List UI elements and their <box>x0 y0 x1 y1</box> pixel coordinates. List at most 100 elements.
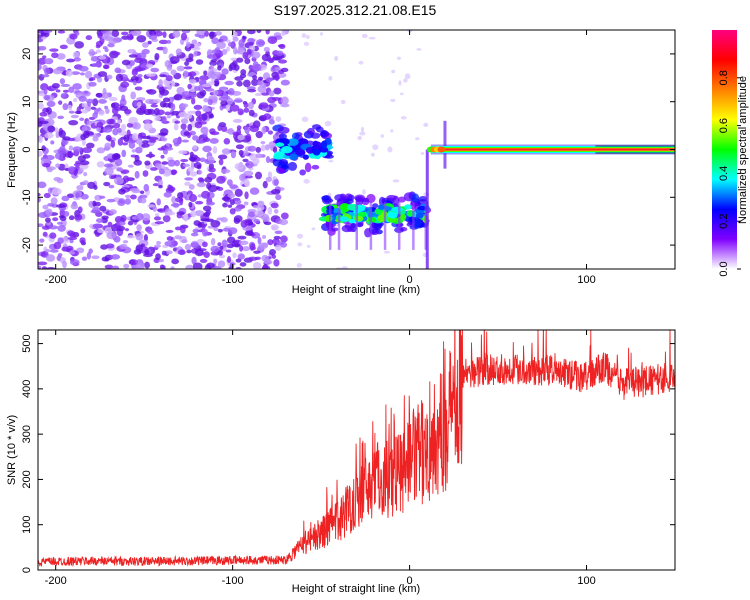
noise-blob <box>83 90 89 94</box>
noise-blob <box>270 188 281 195</box>
noise-blob <box>362 189 366 195</box>
noise-blob <box>123 134 130 142</box>
colorbar-tick-label: 0.2 <box>718 214 730 229</box>
noise-blob <box>73 57 81 62</box>
noise-blob <box>140 103 147 112</box>
noise-blob <box>247 30 256 35</box>
noise-blob <box>132 79 137 86</box>
noise-blob <box>143 122 153 131</box>
noise-blob <box>110 254 121 260</box>
noise-blob <box>154 216 162 221</box>
carrier-blob-1-core <box>275 142 285 147</box>
noise-blob <box>167 159 176 167</box>
colorbar-gradient-bar <box>712 30 737 269</box>
noise-blob <box>262 242 269 248</box>
noise-blob <box>217 242 222 247</box>
snr-frame <box>37 329 676 571</box>
noise-blob <box>232 131 240 136</box>
noise-blob <box>273 235 281 240</box>
noise-blob <box>181 103 189 108</box>
noise-blob <box>297 242 303 247</box>
noise-blob <box>160 137 168 142</box>
snr-x-tick-label: -200 <box>45 575 67 587</box>
noise-blob <box>255 153 263 159</box>
noise-blob <box>273 87 282 95</box>
noise-blob <box>250 243 256 251</box>
noise-blob <box>134 170 140 179</box>
noise-blob <box>254 209 264 217</box>
noise-blob <box>78 65 89 72</box>
noise-blob <box>280 212 289 220</box>
noise-blob <box>38 46 47 51</box>
noise-blob <box>38 197 41 203</box>
noise-blob <box>399 92 404 96</box>
noise-blob <box>72 83 82 90</box>
noise-blob <box>177 249 186 255</box>
noise-blob <box>68 145 73 151</box>
noise-blob <box>254 92 262 97</box>
noise-blob <box>340 99 346 105</box>
noise-blob <box>145 98 156 105</box>
noise-blob <box>144 160 151 166</box>
noise-blob <box>43 192 51 199</box>
snr-x-tick-label: 100 <box>577 575 595 587</box>
noise-blob <box>229 208 236 215</box>
noise-blob <box>221 196 231 201</box>
noise-blob <box>140 243 145 247</box>
noise-blob <box>44 248 51 253</box>
streak <box>355 202 358 250</box>
noise-blob <box>247 88 257 93</box>
spectrogram-y-tick-label: -10 <box>21 189 33 205</box>
noise-blob <box>100 30 106 34</box>
snr-y-tick-label: 0 <box>21 567 33 573</box>
noise-blob <box>128 54 138 58</box>
noise-blob <box>144 119 151 124</box>
noise-blob <box>392 179 400 183</box>
noise-blob <box>153 98 162 104</box>
noise-blob <box>172 30 181 38</box>
noise-blob <box>148 139 157 143</box>
noise-blob <box>191 256 197 265</box>
noise-blob <box>207 81 215 85</box>
noise-blob <box>141 135 151 140</box>
noise-blob <box>143 183 150 192</box>
noise-blob <box>39 238 45 243</box>
noise-blob <box>154 221 165 225</box>
carrier-shifted-core <box>348 218 356 224</box>
noise-blob <box>170 203 181 207</box>
noise-blob <box>42 204 49 210</box>
noise-blob <box>257 200 265 208</box>
noise-blob <box>206 262 215 269</box>
noise-blob <box>111 51 121 56</box>
noise-blob <box>278 59 288 64</box>
spectrogram-x-axis-label: Height of straight line (km) <box>292 284 420 296</box>
noise-blob <box>111 30 120 38</box>
noise-blob <box>261 265 271 269</box>
streak <box>412 202 415 250</box>
noise-blob <box>280 67 289 73</box>
noise-blob <box>170 266 175 269</box>
noise-blob <box>237 253 245 260</box>
noise-blob <box>368 36 376 40</box>
noise-blob <box>268 119 275 125</box>
noise-blob <box>186 132 191 139</box>
noise-blob <box>80 228 86 234</box>
snr-y-ticks: 0 100 200 300 400 500 <box>21 334 675 573</box>
spectrogram-y-tick-label: -20 <box>21 237 33 253</box>
noise-blob <box>52 68 62 75</box>
noise-blob <box>96 147 106 154</box>
noise-blob <box>216 175 226 184</box>
noise-blob <box>233 215 243 223</box>
noise-blob <box>81 109 89 114</box>
noise-blob <box>74 110 83 115</box>
noise-blob <box>222 202 228 208</box>
noise-blob <box>189 194 198 202</box>
carrier-blob-1-core <box>321 140 328 149</box>
noise-blob <box>56 204 66 208</box>
noise-blob <box>265 30 270 35</box>
carrier-shifted-core <box>387 211 398 219</box>
snr-series-line <box>38 330 675 568</box>
noise-blob <box>171 110 181 116</box>
noise-blob <box>267 36 278 45</box>
